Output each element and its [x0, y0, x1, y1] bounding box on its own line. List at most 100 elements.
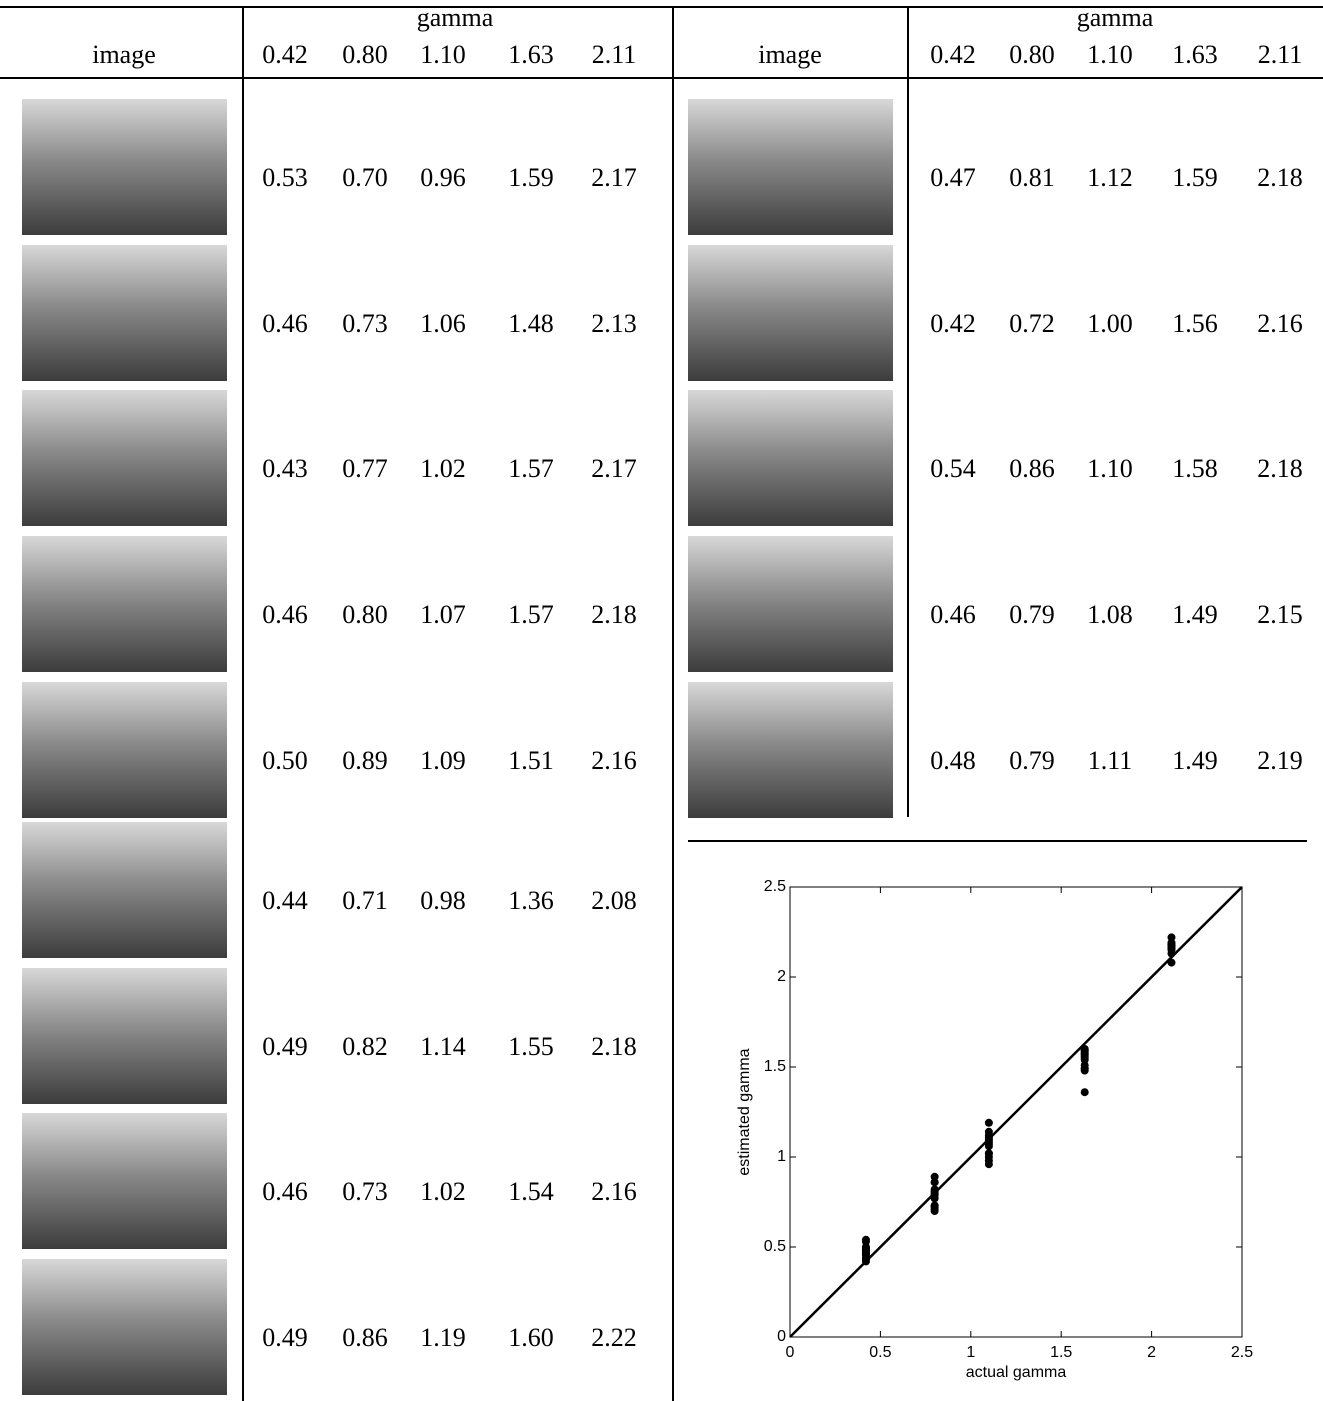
- gamma-level: 0.42: [930, 40, 976, 69]
- gamma-level: 0.42: [262, 40, 308, 69]
- image-thumbnail: [22, 968, 227, 1104]
- image-thumbnail: [22, 99, 227, 235]
- cell: 0.72: [1009, 309, 1055, 338]
- cell: 1.54: [508, 1177, 554, 1206]
- y-axis-label: estimated gamma: [736, 1048, 753, 1175]
- gamma-level: 0.80: [342, 40, 388, 69]
- cell: 0.46: [262, 1177, 308, 1206]
- image-thumbnail: [22, 390, 227, 526]
- cell: 0.79: [1009, 600, 1055, 629]
- point: [985, 1119, 993, 1127]
- point: [985, 1133, 993, 1141]
- page: imagegamma0.420.801.101.632.110.530.700.…: [0, 0, 1323, 1401]
- cell: 2.13: [591, 309, 637, 338]
- cell: 2.16: [1257, 309, 1303, 338]
- cell: 2.17: [591, 454, 637, 483]
- cell: 1.49: [1172, 600, 1218, 629]
- cell: 0.53: [262, 163, 308, 192]
- image-thumbnail: [688, 390, 893, 526]
- y-tick-label: 1.5: [764, 1058, 786, 1075]
- cell: 0.49: [262, 1032, 308, 1061]
- point: [1081, 1088, 1089, 1096]
- cell: 0.86: [342, 1323, 388, 1352]
- y-tick-label: 1: [777, 1148, 786, 1165]
- cell: 1.55: [508, 1032, 554, 1061]
- gamma-level: 2.11: [1258, 40, 1303, 69]
- cell: 1.02: [420, 1177, 466, 1206]
- x-axis-label: actual gamma: [966, 1364, 1067, 1381]
- cell: 0.79: [1009, 746, 1055, 775]
- cell: 0.73: [342, 1177, 388, 1206]
- cell: 2.18: [591, 600, 637, 629]
- cell: 2.16: [591, 1177, 637, 1206]
- point: [931, 1203, 939, 1211]
- image-thumbnail: [688, 536, 893, 672]
- cell: 1.14: [420, 1032, 466, 1061]
- cell: 2.18: [1257, 163, 1303, 192]
- point: [931, 1191, 939, 1199]
- cell: 1.59: [1172, 163, 1218, 192]
- cell: 0.49: [262, 1323, 308, 1352]
- group-header: gamma: [417, 3, 494, 32]
- column-header: image: [758, 40, 822, 69]
- point: [862, 1236, 870, 1244]
- cell: 1.07: [420, 600, 466, 629]
- cell: 2.22: [591, 1323, 637, 1352]
- cell: 1.19: [420, 1323, 466, 1352]
- cell: 1.12: [1087, 163, 1133, 192]
- point: [985, 1153, 993, 1161]
- cell: 1.02: [420, 454, 466, 483]
- cell: 1.48: [508, 309, 554, 338]
- gamma-level: 1.10: [1087, 40, 1133, 69]
- cell: 0.47: [930, 163, 976, 192]
- image-thumbnail: [22, 536, 227, 672]
- cell: 0.80: [342, 600, 388, 629]
- cell: 2.15: [1257, 600, 1303, 629]
- cell: 1.58: [1172, 454, 1218, 483]
- point: [1167, 946, 1175, 954]
- cell: 0.46: [262, 600, 308, 629]
- x-tick-label: 0: [786, 1344, 795, 1361]
- cell: 0.73: [342, 309, 388, 338]
- gamma-level: 1.63: [1172, 40, 1218, 69]
- cell: 0.46: [930, 600, 976, 629]
- cell: 0.96: [420, 163, 466, 192]
- cell: 2.18: [1257, 454, 1303, 483]
- gamma-level: 2.11: [592, 40, 637, 69]
- group-header: gamma: [1077, 3, 1154, 32]
- cell: 0.43: [262, 454, 308, 483]
- cell: 1.59: [508, 163, 554, 192]
- point: [862, 1257, 870, 1265]
- x-tick-label: 2.5: [1231, 1344, 1253, 1361]
- point: [1167, 959, 1175, 967]
- y-tick-label: 0: [777, 1328, 786, 1345]
- x-tick-label: 2: [1147, 1344, 1156, 1361]
- x-tick-label: 1: [966, 1344, 975, 1361]
- column-header: image: [92, 40, 156, 69]
- x-tick-label: 0.5: [869, 1344, 891, 1361]
- image-thumbnail: [22, 822, 227, 958]
- cell: 1.10: [1087, 454, 1133, 483]
- cell: 1.60: [508, 1323, 554, 1352]
- cell: 2.16: [591, 746, 637, 775]
- cell: 0.86: [1009, 454, 1055, 483]
- point: [1081, 1065, 1089, 1073]
- cell: 0.46: [262, 309, 308, 338]
- cell: 0.82: [342, 1032, 388, 1061]
- cell: 1.49: [1172, 746, 1218, 775]
- cell: 2.18: [591, 1032, 637, 1061]
- cell: 0.50: [262, 746, 308, 775]
- image-thumbnail: [22, 682, 227, 818]
- y-tick-label: 0.5: [764, 1238, 786, 1255]
- point: [862, 1247, 870, 1255]
- cell: 0.44: [262, 886, 308, 915]
- point: [1167, 939, 1175, 947]
- cell: 1.57: [508, 600, 554, 629]
- cell: 0.98: [420, 886, 466, 915]
- cell: 2.19: [1257, 746, 1303, 775]
- cell: 2.17: [591, 163, 637, 192]
- cell: 1.51: [508, 746, 554, 775]
- cell: 0.77: [342, 454, 388, 483]
- y-tick-label: 2: [777, 968, 786, 985]
- cell: 1.00: [1087, 309, 1133, 338]
